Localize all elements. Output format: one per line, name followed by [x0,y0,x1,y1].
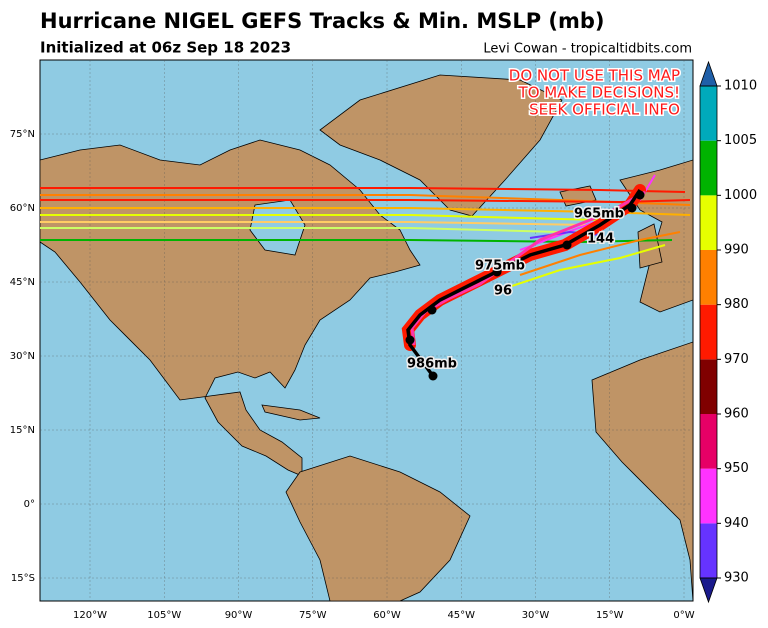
track-label: 144 [587,232,614,247]
track [40,221,591,226]
track-label: 975mb [475,259,525,274]
colorbar-under [699,577,718,604]
britain [637,223,663,269]
ensemble-tracks [40,174,691,381]
lon-label: 60°W [373,610,401,621]
credit: Levi Cowan - tropicaltidbits.com [483,42,692,57]
lon-label: 105°W [147,610,181,621]
colorbar-segment [700,523,717,578]
lon-label: 120°W [73,610,107,621]
subtitle: Initialized at 06z Sep 18 2023 [40,39,291,57]
colorbar-segment [700,359,717,414]
track-label: 96 [494,284,512,299]
colorbar-over [699,60,718,87]
lon-label: 15°W [596,610,624,621]
colorbar-segment [700,414,717,469]
track [40,239,673,244]
colorbar-label: 980 [724,297,749,312]
lon-label: 30°W [522,610,550,621]
lon-label: 45°W [447,610,475,621]
lon-label: 90°W [225,610,253,621]
lon-label: 0°W [673,610,694,621]
lat-label: 0° [24,499,35,510]
track-label: 965mb [574,207,624,222]
lat-label: 45°N [10,277,35,288]
lat-label: 30°N [10,351,35,362]
track [519,231,681,276]
track [40,214,601,221]
colorbar-label: 990 [724,243,749,258]
colorbar-label: 1000 [724,188,757,203]
track [40,207,691,216]
colorbar-label: 960 [724,407,749,422]
lon-label: 75°W [299,610,327,621]
colorbar-segment [700,304,717,360]
lat-label: 15°S [11,573,35,584]
mean-track [406,189,642,378]
colorbar-label: 970 [724,352,749,367]
colorbar-label: 950 [724,461,749,476]
colorbar-label: 930 [724,571,749,586]
track [40,199,691,204]
graticule: 75°N 60°N 45°N 30°N 15°N 0° 15°S 120°W 105°W 90°W… [10,60,695,621]
colorbar: 930 940 950 960 970 980 990 1000 1005 1010 [699,60,757,604]
greenland [319,74,563,217]
track-label: 986mb [407,357,457,372]
colorbar-segment [700,250,717,305]
warning: TO MAKE DECISIONS! [518,84,680,102]
map: 75°N 60°N 45°N 30°N 15°N 0° 15°S 120°W 105°W 90°W… [10,59,695,621]
lat-label: 75°N [10,129,35,140]
lat-label: 15°N [10,425,35,436]
warning: SEEK OFFICIAL INFO [529,101,680,119]
north-america [40,139,421,477]
africa [591,341,693,601]
track-points [405,190,645,381]
title: Hurricane NIGEL GEFS Tracks & Min. MSLP … [40,9,605,33]
track [40,227,561,233]
cuba [261,404,321,421]
colorbar-segment [700,86,717,141]
colorbar-label: 1005 [724,133,757,148]
colorbar-frame [699,85,718,579]
colorbar-label: 1010 [724,79,757,94]
colorbar-segment [700,140,717,196]
colorbar-label: 940 [724,516,749,531]
colorbar-segment [700,195,717,250]
colorbar-segment [700,468,717,524]
south-america [285,455,471,601]
track [499,244,666,291]
warning: DO NOT USE THIS MAP [509,67,680,85]
lat-label: 60°N [10,203,35,214]
